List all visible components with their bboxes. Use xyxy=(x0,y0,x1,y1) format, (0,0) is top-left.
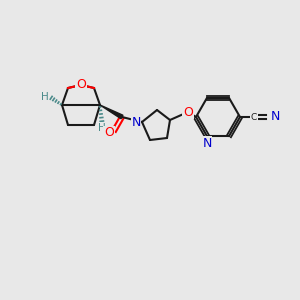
Text: C: C xyxy=(251,112,257,122)
Text: H: H xyxy=(98,123,106,133)
Text: N: N xyxy=(271,110,281,124)
Text: O: O xyxy=(104,127,114,140)
Text: H: H xyxy=(41,92,49,102)
Text: N: N xyxy=(202,136,212,150)
Text: O: O xyxy=(183,106,193,118)
Text: O: O xyxy=(76,79,86,92)
Polygon shape xyxy=(100,105,123,119)
Text: N: N xyxy=(131,116,141,128)
